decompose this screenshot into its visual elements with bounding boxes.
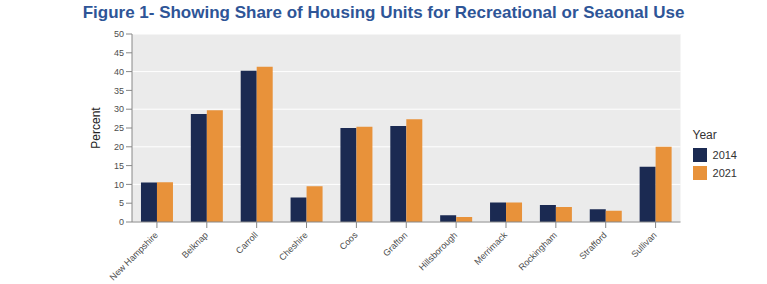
svg-text:20: 20 [114,142,124,152]
svg-text:New Hampshire: New Hampshire [108,230,160,282]
html-text:Figure 1- Showing Share of Hou: Figure 1- Showing Share of Housing Units… [82,3,685,22]
svg-text:35: 35 [114,86,124,96]
svg-text:Strafford: Strafford [577,230,608,261]
svg-text:Belknap: Belknap [180,230,210,260]
svg-text:10: 10 [114,180,124,190]
svg-text:Hillsborough: Hillsborough [417,230,459,272]
svg-text:40: 40 [114,67,124,77]
svg-text:Coos: Coos [338,230,360,252]
html-text:2014: 2014 [712,149,737,161]
svg-text:Grafton: Grafton [381,230,409,258]
svg-text:15: 15 [114,161,124,171]
svg-text:0: 0 [119,217,124,227]
svg-text:Sullivan: Sullivan [629,230,658,259]
svg-text:45: 45 [114,48,124,58]
svg-text:5: 5 [119,198,124,208]
svg-text:Percent: Percent [89,107,103,149]
html-text:Year: Year [692,128,717,142]
svg-text:Cheshire: Cheshire [277,230,310,263]
svg-text:Rockingham: Rockingham [516,230,558,272]
svg-text:30: 30 [114,104,124,114]
svg-text:25: 25 [114,123,124,133]
svg-text:Carroll: Carroll [234,230,260,256]
svg-text:50: 50 [114,29,124,39]
html-text:2021: 2021 [712,167,737,179]
svg-text:Merrimack: Merrimack [472,230,509,267]
